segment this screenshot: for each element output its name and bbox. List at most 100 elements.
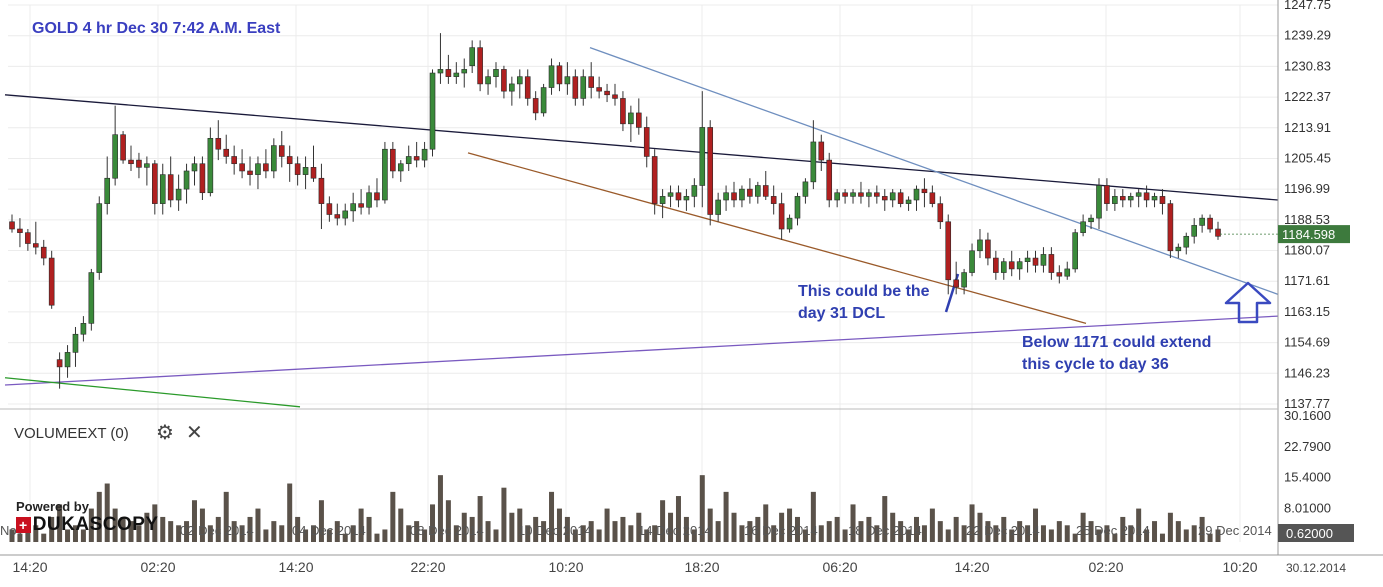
candle-body bbox=[850, 192, 856, 197]
gear-icon[interactable]: ⚙ bbox=[156, 422, 174, 444]
date-label: 16 Dec 2014 bbox=[744, 523, 818, 538]
volume-bar bbox=[1144, 529, 1150, 542]
volume-bar bbox=[207, 525, 213, 542]
price-tick-label: 1213.91 bbox=[1284, 120, 1331, 135]
volume-tick-label: 30.1600 bbox=[1284, 408, 1331, 423]
time-label: 06:20 bbox=[822, 559, 857, 575]
candle-body bbox=[1151, 196, 1158, 201]
candle-body bbox=[445, 69, 452, 77]
candle-body bbox=[136, 159, 142, 168]
trendline-black bbox=[4, 94, 1279, 201]
candle-body bbox=[548, 65, 555, 88]
volume-bar bbox=[1048, 529, 1054, 542]
candle-body bbox=[493, 69, 499, 77]
volume-bar bbox=[525, 525, 531, 542]
candle-body bbox=[485, 76, 491, 85]
volume-bar bbox=[477, 496, 483, 542]
candle-body bbox=[993, 257, 999, 273]
date-label: 08 Dec 2014 bbox=[410, 523, 484, 538]
price-tick-label: 1188.53 bbox=[1284, 212, 1330, 227]
candle-body bbox=[350, 203, 356, 212]
volume-bar bbox=[414, 521, 420, 542]
volume-bar bbox=[739, 525, 745, 542]
candle-body bbox=[1191, 225, 1197, 237]
volume-bar bbox=[318, 500, 324, 542]
volume-bar bbox=[652, 525, 658, 542]
candle-body bbox=[96, 203, 103, 273]
candle-body bbox=[897, 192, 904, 204]
volume-bar bbox=[295, 516, 301, 542]
volume-bar bbox=[572, 529, 578, 542]
volume-bar bbox=[794, 516, 800, 542]
candle-body bbox=[1000, 261, 1007, 273]
volume-bar bbox=[731, 512, 737, 542]
candle-body bbox=[175, 188, 182, 201]
volume-bar bbox=[191, 500, 197, 542]
volume-bar bbox=[866, 516, 872, 542]
candle-body bbox=[128, 159, 134, 165]
volume-bar bbox=[977, 512, 983, 542]
volume-bar bbox=[247, 516, 253, 542]
candle-body bbox=[286, 156, 293, 165]
candle-body bbox=[707, 127, 714, 215]
price-tick-label: 1137.77 bbox=[1284, 396, 1330, 411]
volume-indicator-label: VOLUMEEXT (0) bbox=[14, 425, 129, 442]
candle-body bbox=[191, 163, 198, 172]
candle-body bbox=[1016, 261, 1023, 270]
candle-body bbox=[913, 188, 920, 201]
volume-bar bbox=[144, 512, 150, 542]
volume-bar bbox=[906, 529, 912, 542]
volume-bar bbox=[176, 525, 182, 542]
volume-bar bbox=[549, 491, 555, 542]
volume-bar bbox=[390, 491, 396, 542]
volume-bar bbox=[818, 525, 824, 542]
candle-body bbox=[636, 112, 642, 128]
candle-body bbox=[1096, 185, 1102, 219]
candle-body bbox=[794, 196, 801, 219]
candle-body bbox=[786, 217, 793, 230]
volume-bar bbox=[1167, 512, 1173, 542]
close-icon[interactable]: ✕ bbox=[186, 422, 203, 444]
candle-body bbox=[691, 185, 698, 197]
candle-body bbox=[715, 199, 721, 215]
volume-bar bbox=[969, 504, 975, 542]
candle-body bbox=[516, 76, 523, 85]
volume-bar bbox=[747, 521, 753, 542]
annotation-below-1171: Below 1171 could extend this cycle to da… bbox=[1022, 334, 1212, 373]
trendlines bbox=[4, 47, 1279, 408]
volume-bar bbox=[636, 512, 642, 542]
candle-body bbox=[40, 246, 47, 259]
annotation-dcl: This could be the day 31 DCL bbox=[798, 283, 930, 322]
volume-bar bbox=[644, 529, 650, 542]
candle-body bbox=[961, 272, 967, 288]
candle-body bbox=[318, 177, 325, 204]
volume-bar bbox=[485, 521, 491, 542]
candle-body bbox=[945, 221, 952, 281]
volume-bar bbox=[1056, 521, 1062, 542]
candle-body bbox=[1104, 185, 1110, 204]
candle-body bbox=[437, 69, 444, 74]
volume-bar bbox=[1207, 533, 1213, 542]
volume-bar bbox=[49, 516, 55, 542]
date-label: 10 Dec 2014 bbox=[518, 523, 592, 538]
candle-body bbox=[866, 192, 872, 197]
trendline-purple bbox=[4, 315, 1279, 386]
candle-body bbox=[342, 210, 349, 219]
grid bbox=[8, 4, 1278, 542]
volume-bar bbox=[1175, 521, 1181, 542]
volume-bar bbox=[612, 521, 618, 542]
logo-powered-by: Powered by bbox=[16, 499, 89, 514]
candle-body bbox=[929, 192, 936, 204]
volume-bar bbox=[898, 521, 904, 542]
volume-bar bbox=[1064, 525, 1070, 542]
date-label: 22 Dec 2014 bbox=[966, 523, 1040, 538]
volume-bar bbox=[311, 525, 316, 542]
volume-bar bbox=[874, 525, 880, 542]
candle-body bbox=[183, 170, 190, 190]
volume-bar bbox=[72, 525, 78, 542]
price-tick-label: 1222.37 bbox=[1284, 89, 1331, 104]
volume-bar bbox=[430, 504, 436, 542]
candle-body bbox=[469, 47, 475, 67]
candle-body bbox=[509, 83, 515, 92]
volume-bar bbox=[1159, 533, 1165, 542]
